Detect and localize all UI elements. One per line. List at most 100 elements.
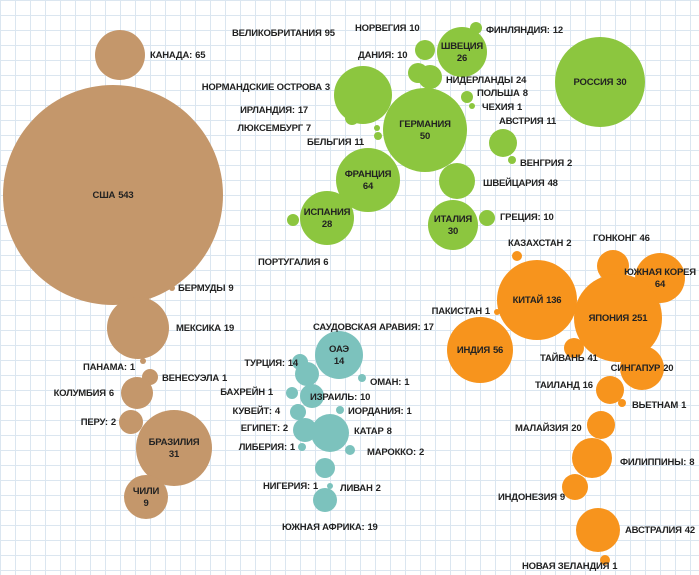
- bubble: [293, 418, 317, 442]
- bubble-label: ЮЖНАЯ КОРЕЯ 64: [624, 267, 696, 290]
- country-value: 48: [548, 178, 558, 189]
- country-name: ЛИБЕРИЯ:: [239, 442, 287, 453]
- bubble-label: ЛИВАН 2: [340, 483, 381, 494]
- bubble-label: ВЕНЕСУЭЛА 1: [162, 373, 228, 384]
- country-name: АВСТРАЛИЯ: [625, 525, 682, 536]
- country-value: 20: [571, 423, 581, 434]
- bubble-label: НОРВЕГИЯ 10: [355, 23, 419, 34]
- bubble-label: КОЛУМБИЯ 6: [54, 388, 114, 399]
- bubble-label: ЧИЛИ 9: [133, 486, 160, 509]
- bubble-label: КАНАДА: 65: [150, 50, 206, 61]
- country-value: 10: [409, 23, 419, 34]
- bubble-label: ВЕЛИКОБРИТАНИЯ 95: [232, 28, 336, 39]
- country-name: БРАЗИЛИЯ: [149, 437, 200, 448]
- bubble: [313, 488, 337, 512]
- bubble-label: БЕРМУДЫ 9: [178, 283, 233, 294]
- country-name: ГРЕЦИЯ:: [500, 212, 540, 223]
- bubble: [327, 483, 333, 489]
- bubble: [298, 443, 306, 451]
- country-name: ЮЖНАЯ КОРЕЯ: [624, 267, 696, 278]
- bubble: [576, 508, 620, 552]
- bubble: [290, 404, 306, 420]
- country-value: 50: [420, 131, 430, 142]
- bubble: [479, 210, 495, 226]
- bubble: [383, 88, 467, 172]
- country-name: ШВЕЙЦАРИЯ: [483, 177, 545, 189]
- country-value: 4: [275, 406, 281, 417]
- bubble: [555, 37, 645, 127]
- bubble: [286, 387, 298, 399]
- bubble: [469, 103, 475, 109]
- bubble: [572, 438, 612, 478]
- country-name: ВЕЛИКОБРИТАНИЯ: [232, 28, 322, 39]
- bubble: [315, 458, 335, 478]
- country-name: НОРВЕГИЯ: [355, 23, 407, 34]
- country-name: ЯПОНИЯ: [589, 313, 630, 324]
- country-value: 65: [195, 50, 206, 61]
- country-value: 46: [640, 233, 650, 244]
- bubble: [562, 474, 588, 500]
- bubble: [345, 445, 355, 455]
- country-name: ЧЕХИЯ: [482, 102, 514, 113]
- country-name: ЛЮКСЕМБУРГ: [237, 123, 303, 134]
- country-name: НОВАЯ ЗЕЛАНДИЯ: [522, 561, 610, 572]
- country-name: ИРЛАНДИЯ:: [240, 105, 295, 116]
- bubble-label: ИОРДАНИЯ: 1: [348, 406, 412, 417]
- country-name: НИГЕРИЯ:: [263, 481, 310, 492]
- bubble: [107, 297, 169, 359]
- country-value: 10: [543, 212, 553, 223]
- bubble-label: ГЕРМАНИЯ 50: [399, 119, 451, 142]
- bubble: [374, 125, 380, 131]
- bubble-label: ЮЖНАЯ АФРИКА: 19: [282, 522, 378, 533]
- country-value: 8: [523, 88, 528, 99]
- bubble: [418, 65, 442, 89]
- bubble-label: ГРЕЦИЯ: 10: [500, 212, 554, 223]
- bubble: [437, 27, 487, 77]
- bubble: [489, 129, 517, 157]
- country-value: 30: [616, 77, 626, 88]
- country-value: 1: [485, 306, 491, 317]
- bubble-label: МЕКСИКА 19: [176, 323, 234, 334]
- country-value: 31: [169, 449, 180, 460]
- bubble-label: ДАНИЯ: 10: [358, 50, 407, 61]
- country-name: МАРОККО:: [367, 447, 416, 458]
- country-name: ФИЛИППИНЫ:: [620, 457, 686, 468]
- country-name: ФРАНЦИЯ: [345, 169, 392, 180]
- country-value: 19: [224, 323, 234, 334]
- country-name: НИДЕРЛАНДЫ: [446, 75, 513, 86]
- country-value: 6: [323, 257, 328, 268]
- bubble-label: ЛЮКСЕМБУРГ 7: [237, 123, 311, 134]
- country-value: 3: [325, 82, 330, 93]
- bubble-label: ФИЛИППИНЫ: 8: [620, 457, 694, 468]
- country-name: ИЗРАИЛЬ:: [310, 392, 357, 403]
- country-value: 10: [397, 50, 407, 61]
- country-name: ВЕНГРИЯ: [520, 158, 564, 169]
- country-value: 9: [560, 492, 565, 503]
- bubble: [124, 475, 168, 519]
- bubble-label: ФИНЛЯНДИЯ: 12: [486, 25, 563, 36]
- bubble: [358, 374, 366, 382]
- bubble-label: СИНГАПУР 20: [611, 363, 674, 374]
- bubble: [3, 85, 223, 305]
- country-value: 1: [612, 561, 618, 572]
- country-name: КАЗАХСТАН: [508, 238, 564, 249]
- country-name: НОРМАНДСКИЕ ОСТРОВА: [202, 82, 323, 93]
- country-value: 2: [567, 158, 572, 169]
- country-value: 1: [406, 406, 412, 417]
- country-name: ЛИВАН: [340, 483, 373, 494]
- country-name: ТАЙВАНЬ: [540, 352, 585, 364]
- country-name: ИНДИЯ: [457, 345, 490, 356]
- bubble-label: ВЬЕТНАМ 1: [632, 400, 687, 411]
- bubble: [564, 338, 584, 358]
- country-name: ДАНИЯ:: [358, 50, 394, 61]
- country-value: 11: [354, 137, 365, 148]
- country-value: 1: [313, 481, 319, 492]
- bubble: [169, 285, 175, 291]
- country-name: МАЛАЙЗИЯ: [515, 422, 569, 434]
- bubble: [287, 214, 299, 226]
- bubble-label: ИЗРАИЛЬ: 10: [310, 392, 370, 403]
- country-value: 24: [516, 75, 527, 86]
- country-name: СИНГАПУР: [611, 363, 661, 374]
- bubble-label: ШВЕЦИЯ 26: [441, 41, 484, 64]
